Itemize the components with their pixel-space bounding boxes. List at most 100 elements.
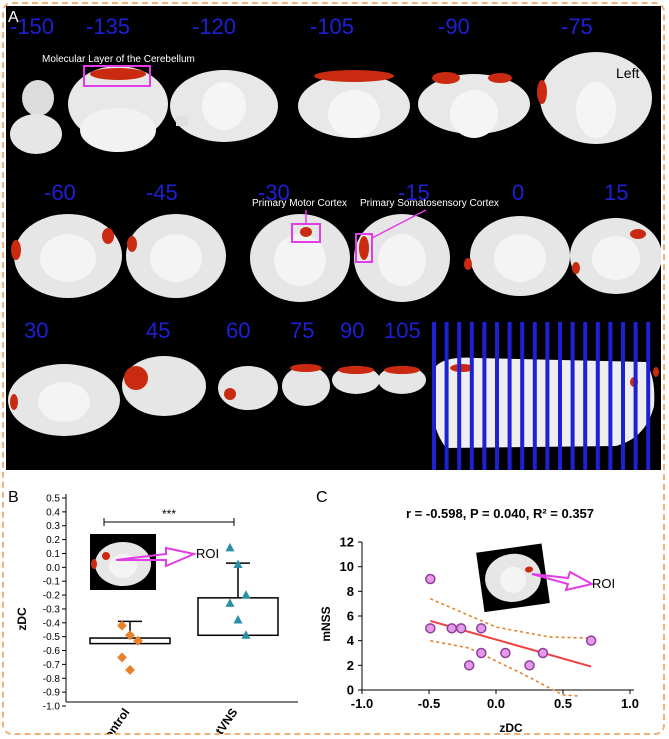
data-point [476, 623, 487, 634]
roi-arrow-c [531, 570, 595, 592]
ytick-label: -0.8 [43, 674, 61, 685]
slice-label: 105 [384, 318, 421, 343]
slice-minus90 [418, 72, 530, 138]
data-point [476, 647, 487, 659]
roi-label-c: ROI [592, 576, 615, 591]
significance-stars: *** [162, 507, 176, 521]
roi-label-b: ROI [196, 546, 219, 561]
ytick-label: 12 [340, 535, 354, 550]
slice-minus30 [250, 214, 350, 302]
slice-45 [122, 356, 206, 416]
data-point [425, 623, 436, 634]
data-point [446, 623, 458, 634]
point-tVNS [225, 598, 235, 607]
row1-slices: Left [10, 52, 652, 154]
row3-slices [8, 322, 659, 470]
cerebellum-roi-box [83, 65, 151, 87]
annot-motor: Primary Motor Cortex [252, 198, 347, 209]
data-point [425, 573, 436, 585]
point-tVNS [241, 630, 251, 639]
panel-c-confidence-band [430, 597, 592, 697]
slice-label: -75 [561, 14, 593, 39]
slice-105 [378, 366, 426, 394]
ytick-label: -0.4 [43, 618, 61, 629]
point-tVNS [225, 542, 235, 552]
slice-label: -15 [398, 180, 430, 205]
panel-c-inset [476, 543, 550, 613]
ytick-label: 0.5 [46, 494, 60, 505]
ytick-label: 0.1 [46, 549, 60, 560]
ytick-label: 0 [347, 683, 354, 698]
point-control [117, 652, 127, 663]
data-point [524, 660, 535, 671]
ytick-label: 10 [340, 559, 354, 574]
slice-label: -60 [44, 180, 76, 205]
slice-label: -105 [310, 14, 354, 39]
panel-c-ylabel: mNSS [319, 606, 333, 641]
slice-label: -90 [438, 14, 470, 39]
panel-c-xticks: -1.0 -0.5 0.0 0.5 1.0 [351, 690, 639, 711]
xtick-label: -1.0 [351, 696, 373, 711]
ytick-label: 4 [347, 633, 355, 648]
row3-labels: 30 45 60 75 90 105 [24, 318, 421, 343]
slice-label: -135 [86, 14, 130, 39]
panel-b-inset [90, 534, 156, 590]
row2-slices [11, 214, 661, 302]
xlabel-tvns: tVNS [213, 706, 241, 734]
slice-label: 45 [146, 318, 170, 343]
ytick-label: 0.3 [46, 521, 60, 532]
ytick-label: 0.0 [46, 563, 60, 574]
ytick-label: -0.6 [43, 646, 61, 657]
slice-label: 30 [24, 318, 48, 343]
annot-somato: Primary Somatosensory Cortex [360, 198, 499, 209]
point-control [133, 635, 143, 646]
slice-minus120 [170, 70, 278, 142]
slice-lines [432, 322, 651, 470]
panel-c-yticks: 0 2 4 6 8 10 12 [340, 535, 362, 698]
panel-a-brain-montage: A -150 -135 -120 -105 -90 -75 [6, 6, 661, 470]
ytick-label: 6 [347, 609, 354, 624]
ytick-label: 0.4 [46, 507, 60, 518]
somato-pointer [371, 209, 427, 239]
slice-minus75 [537, 52, 652, 144]
slice-label: -150 [10, 14, 54, 39]
ytick-label: -0.1 [43, 577, 61, 588]
panel-c-xlabel: zDC [499, 721, 523, 734]
ytick-label: 0.2 [46, 535, 60, 546]
slice-minus45 [126, 214, 226, 298]
panel-a-letter: A [8, 9, 19, 26]
panel-c-chart: C r = -0.598, P = 0.040, R² = 0.357 mNSS… [316, 489, 639, 734]
slice-15 [570, 218, 661, 294]
ci-lower [430, 639, 580, 697]
slice-minus15 [354, 214, 450, 302]
row1-labels: -150 -135 -120 -105 -90 -75 [10, 14, 593, 39]
xlabel-control: control [98, 706, 133, 734]
data-point [500, 647, 511, 659]
xtick-label: -0.5 [418, 696, 440, 711]
row2-labels: -60 -45 -30 -15 0 15 [44, 180, 628, 205]
slice-60 [218, 366, 278, 410]
point-tVNS [241, 590, 251, 599]
sagittal-view [432, 322, 659, 470]
data-point [537, 647, 549, 659]
panel-c-letter: C [316, 489, 328, 506]
somato-roi-box [355, 233, 373, 263]
panel-b-chart: B zDC 0.5 0.4 0.3 0.2 0.1 0.0 -0.1 -0.2 -0.3 -0.4… [8, 489, 298, 734]
point-control [125, 664, 135, 675]
slice-label: 15 [604, 180, 628, 205]
ytick-label: -0.5 [43, 632, 61, 643]
slice-label: -30 [258, 180, 290, 205]
data-point [585, 635, 597, 646]
ytick-label: 2 [347, 658, 354, 673]
panel-b-xlabels: control tVNS [98, 706, 241, 734]
xtick-label: 0.5 [554, 696, 572, 711]
point-tVNS [233, 615, 243, 624]
annot-cerebellum: Molecular Layer of the Cerebellum [42, 54, 195, 65]
slice-label: 75 [290, 318, 314, 343]
ci-upper [430, 597, 592, 639]
roi-arrow-b [115, 546, 198, 568]
slice-minus60 [11, 214, 122, 298]
ytick-label: -0.7 [43, 660, 61, 671]
xtick-label: 0.0 [487, 696, 505, 711]
